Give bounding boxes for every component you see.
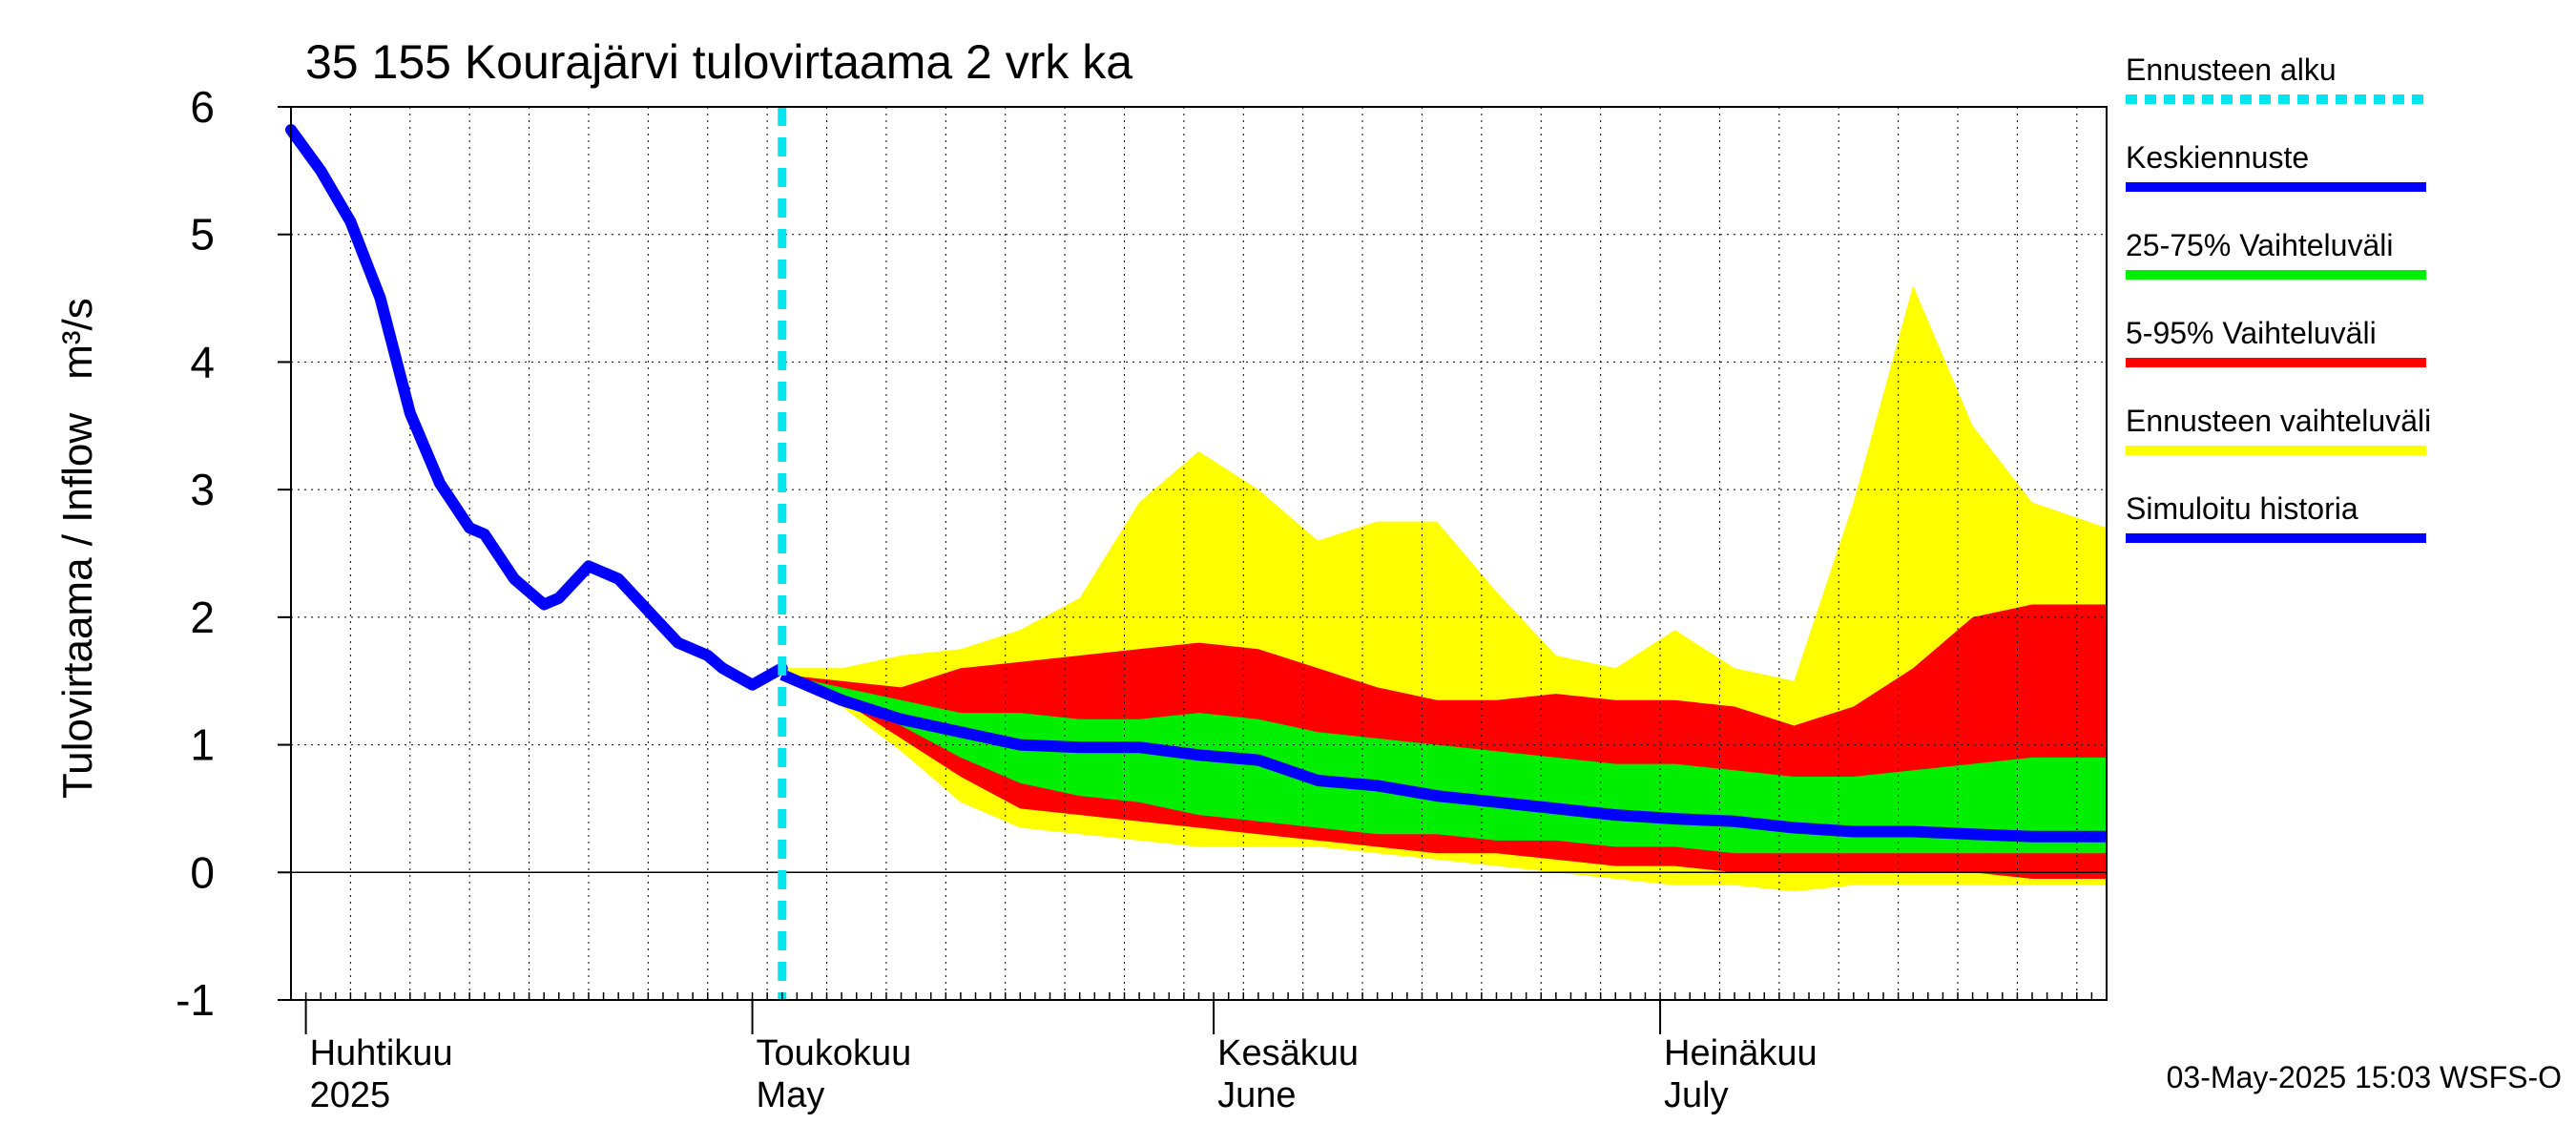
y-tick-label: 1 [190, 720, 215, 770]
legend-label: Simuloitu historia [2126, 491, 2358, 526]
x-tick-label-en: July [1664, 1075, 1729, 1115]
legend-label: Ennusteen vaihteluväli [2126, 404, 2431, 438]
y-axis: -1 0 1 2 3 4 5 6 [176, 82, 291, 1025]
series-median-forecast [779, 669, 2107, 843]
y-tick-label: 0 [190, 847, 215, 897]
legend: Ennusteen alku Keskiennuste 25-75% Vaihtel… [2126, 52, 2431, 543]
x-tick-label-fi: Kesäkuu [1217, 1033, 1359, 1073]
x-tick-label-fi: Heinäkuu [1664, 1033, 1818, 1073]
forecast-bands [781, 285, 2108, 892]
chart-title: 35 155 Kourajärvi tulovirtaama 2 vrk ka [305, 35, 1132, 89]
x-tick-label-fi: Huhtikuu [310, 1033, 453, 1073]
y-tick-label: 3 [190, 465, 215, 514]
y-tick-label: -1 [176, 975, 215, 1025]
series-simulated-history [285, 124, 788, 691]
y-tick-label: 4 [190, 337, 215, 386]
legend-label: Ennusteen alku [2126, 52, 2337, 87]
legend-label: Keskiennuste [2126, 140, 2309, 175]
band-25-75 [781, 675, 2108, 854]
y-tick-label: 6 [190, 82, 215, 132]
x-tick-label-en: 2025 [310, 1075, 391, 1115]
y-tick-label: 5 [190, 210, 215, 260]
grid [291, 107, 2107, 1000]
x-tick-label-en: May [757, 1075, 825, 1115]
y-axis-unit: m³/s [54, 298, 101, 380]
legend-label: 25-75% Vaihteluväli [2126, 228, 2393, 262]
y-axis-label: Tulovirtaama / Inflow [54, 413, 101, 800]
y-tick-label: 2 [190, 593, 215, 642]
legend-label: 5-95% Vaihteluväli [2126, 316, 2377, 350]
x-tick-label-fi: Toukokuu [757, 1033, 912, 1073]
series-lines [285, 107, 2107, 1000]
x-tick-label-en: June [1217, 1075, 1296, 1115]
timestamp-footer: 03-May-2025 15:03 WSFS-O [2167, 1060, 2562, 1094]
